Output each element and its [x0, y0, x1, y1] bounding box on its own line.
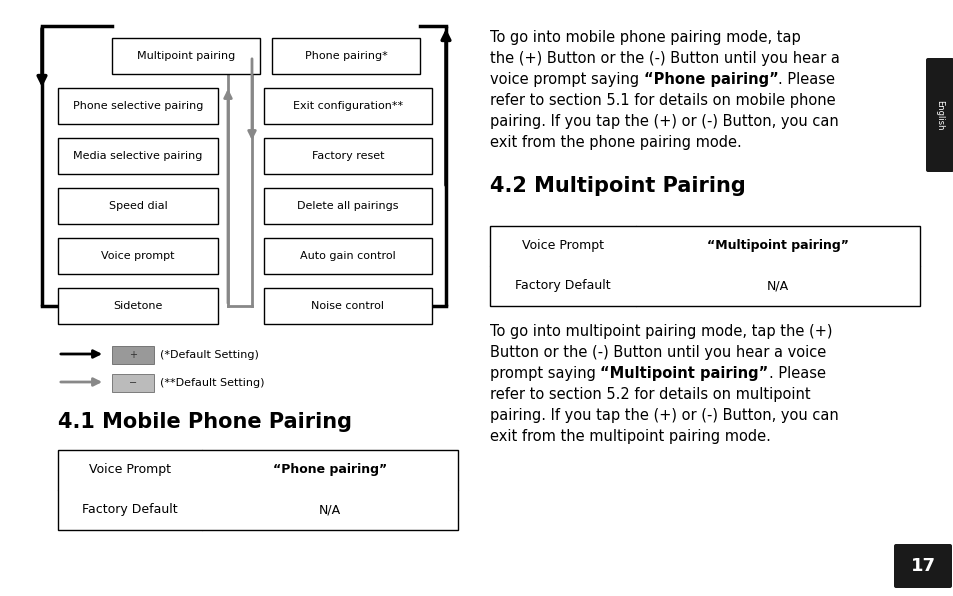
Text: Button or the (-) Button until you hear a voice: Button or the (-) Button until you hear …	[490, 345, 825, 360]
Text: Noise control: Noise control	[312, 301, 384, 311]
Text: Media selective pairing: Media selective pairing	[73, 151, 202, 161]
Text: Phone pairing*: Phone pairing*	[304, 51, 387, 61]
Text: 4.1 Mobile Phone Pairing: 4.1 Mobile Phone Pairing	[58, 412, 352, 432]
Bar	[112, 346, 153, 364]
Text: Factory reset: Factory reset	[312, 151, 384, 161]
Text: 17: 17	[909, 557, 935, 575]
Bar	[272, 38, 419, 74]
Text: Auto gain control: Auto gain control	[300, 251, 395, 261]
Text: −: −	[129, 378, 137, 388]
Bar	[264, 288, 432, 324]
Text: (**Default Setting): (**Default Setting)	[160, 378, 264, 388]
Text: Delete all pairings: Delete all pairings	[297, 201, 398, 211]
Text: Factory Default: Factory Default	[82, 504, 177, 517]
Text: Voice Prompt: Voice Prompt	[89, 464, 171, 476]
Text: the (+) Button or the (-) Button until you hear a: the (+) Button or the (-) Button until y…	[490, 51, 839, 66]
Bar	[112, 38, 260, 74]
Text: Phone selective pairing: Phone selective pairing	[72, 101, 203, 111]
Text: exit from the multipoint pairing mode.: exit from the multipoint pairing mode.	[490, 429, 770, 444]
Bar	[58, 88, 218, 124]
Text: N/A: N/A	[766, 280, 788, 293]
Bar	[58, 138, 218, 174]
FancyBboxPatch shape	[893, 544, 951, 588]
Text: refer to section 5.1 for details on mobile phone: refer to section 5.1 for details on mobi…	[490, 93, 835, 108]
Text: exit from the phone pairing mode.: exit from the phone pairing mode.	[490, 135, 741, 150]
Text: N/A: N/A	[318, 504, 341, 517]
Bar	[58, 188, 218, 224]
Text: “Phone pairing”: “Phone pairing”	[643, 72, 778, 87]
Text: prompt saying: prompt saying	[490, 366, 599, 381]
Text: +: +	[129, 350, 137, 360]
Bar	[264, 188, 432, 224]
Text: Voice Prompt: Voice Prompt	[521, 240, 603, 253]
Text: “Multipoint pairing”: “Multipoint pairing”	[706, 240, 848, 253]
Text: pairing. If you tap the (+) or (-) Button, you can: pairing. If you tap the (+) or (-) Butto…	[490, 408, 838, 423]
Bar	[58, 288, 218, 324]
Text: . Please: . Please	[778, 72, 835, 87]
FancyBboxPatch shape	[925, 58, 953, 172]
Text: Voice prompt: Voice prompt	[101, 251, 174, 261]
Text: Factory Default: Factory Default	[515, 280, 610, 293]
Text: pairing. If you tap the (+) or (-) Button, you can: pairing. If you tap the (+) or (-) Butto…	[490, 114, 838, 129]
Text: . Please: . Please	[768, 366, 825, 381]
Text: Multipoint pairing: Multipoint pairing	[136, 51, 234, 61]
Text: To go into mobile phone pairing mode, tap: To go into mobile phone pairing mode, ta…	[490, 30, 800, 45]
Bar	[58, 450, 457, 530]
Text: refer to section 5.2 for details on multipoint: refer to section 5.2 for details on mult…	[490, 387, 810, 402]
Text: “Multipoint pairing”: “Multipoint pairing”	[599, 366, 768, 381]
Bar	[264, 138, 432, 174]
Text: Exit configuration**: Exit configuration**	[293, 101, 402, 111]
Text: voice prompt saying: voice prompt saying	[490, 72, 643, 87]
Text: To go into multipoint pairing mode, tap the (+): To go into multipoint pairing mode, tap …	[490, 324, 832, 339]
Text: (*Default Setting): (*Default Setting)	[160, 350, 258, 360]
Bar	[112, 374, 153, 392]
Bar	[264, 238, 432, 274]
Text: Sidetone: Sidetone	[113, 301, 163, 311]
Text: English: English	[935, 100, 943, 131]
Bar	[264, 88, 432, 124]
Text: “Phone pairing”: “Phone pairing”	[273, 464, 387, 476]
Bar	[490, 226, 919, 306]
Bar	[58, 238, 218, 274]
Text: 4.2 Multipoint Pairing: 4.2 Multipoint Pairing	[490, 176, 745, 196]
Text: Speed dial: Speed dial	[109, 201, 167, 211]
